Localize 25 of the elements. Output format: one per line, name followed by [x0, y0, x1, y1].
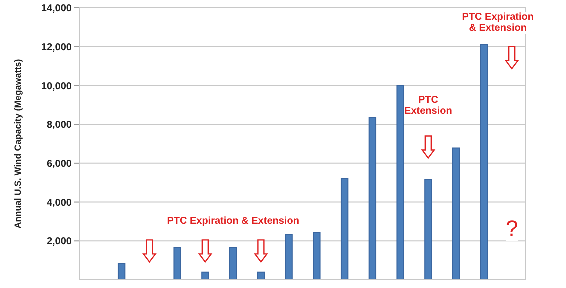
bar — [396, 85, 404, 280]
y-tick-label: 8,000 — [46, 120, 72, 132]
annotation: PTC Extension — [404, 95, 452, 118]
bar — [202, 272, 210, 280]
bar — [118, 263, 126, 280]
bar — [285, 234, 293, 280]
bar — [313, 232, 321, 280]
y-axis-title: Annual U.S. Wind Capacity (Megawatts) — [13, 59, 24, 229]
annotation: PTC Expiration & Extension — [462, 12, 534, 34]
bar — [368, 117, 377, 280]
y-tick-label: 10,000 — [41, 81, 72, 92]
annotation: ? — [506, 216, 518, 242]
bar — [424, 179, 432, 280]
bar — [174, 247, 182, 280]
y-tick-label: 2,000 — [46, 236, 72, 248]
y-tick-label: 14,000 — [41, 4, 72, 15]
y-tick-label: 12,000 — [41, 42, 72, 54]
bar — [340, 178, 349, 280]
annotation: PTC Expiration & Extension — [167, 216, 300, 227]
y-tick-label: 6,000 — [46, 158, 72, 170]
bar — [480, 44, 488, 280]
y-tick-label: 4,000 — [46, 198, 72, 209]
bar — [452, 148, 460, 280]
bar — [229, 247, 238, 280]
bar — [257, 272, 266, 280]
